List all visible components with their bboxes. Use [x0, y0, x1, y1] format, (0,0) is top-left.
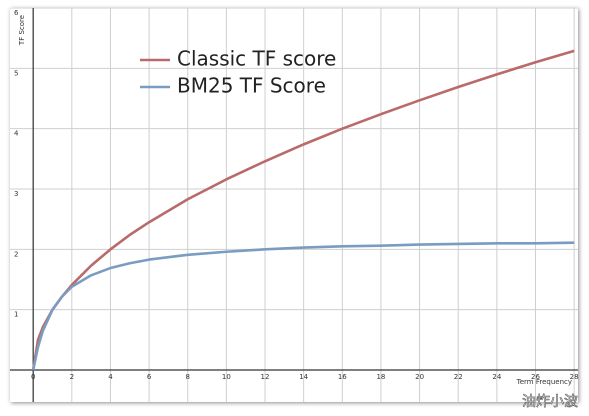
grid-layer [10, 8, 578, 402]
y-tick-label: 2 [14, 250, 18, 258]
lines-layer [31, 49, 575, 371]
x-tick-label: 16 [338, 373, 347, 381]
x-tick-label: 0 [31, 373, 35, 381]
x-tick-label: 12 [261, 373, 270, 381]
y-tick-label: 3 [14, 190, 18, 198]
x-tick-label: 18 [376, 373, 385, 381]
x-tick-label: 8 [186, 373, 190, 381]
x-axis-title: Term Frequency [516, 378, 572, 386]
legend-label: BM25 TF Score [177, 74, 326, 98]
series-line [31, 241, 575, 371]
watermark: 油炸小波 [522, 394, 578, 410]
y-tick-label: 4 [14, 130, 19, 138]
x-tick-label: 4 [108, 373, 113, 381]
x-tick-label: 20 [415, 373, 424, 381]
y-tick-label: 1 [14, 311, 18, 319]
legend-label: Classic TF score [177, 47, 336, 71]
x-tick-label: 22 [454, 373, 463, 381]
x-tick-label: 2 [70, 373, 74, 381]
x-tick-label: 6 [147, 373, 152, 381]
x-tick-label: 28 [570, 373, 579, 381]
y-tick-label: 5 [14, 69, 18, 77]
y-axis-title: TF Score [18, 15, 26, 46]
x-tick-label: 14 [299, 373, 308, 381]
x-tick-label: 10 [222, 373, 231, 381]
axes-layer [10, 8, 578, 402]
x-tick-label: 26 [531, 373, 540, 381]
x-tick-label: 24 [492, 373, 501, 381]
y-tick-label: 6 [14, 9, 19, 17]
plot-frame [10, 8, 578, 402]
